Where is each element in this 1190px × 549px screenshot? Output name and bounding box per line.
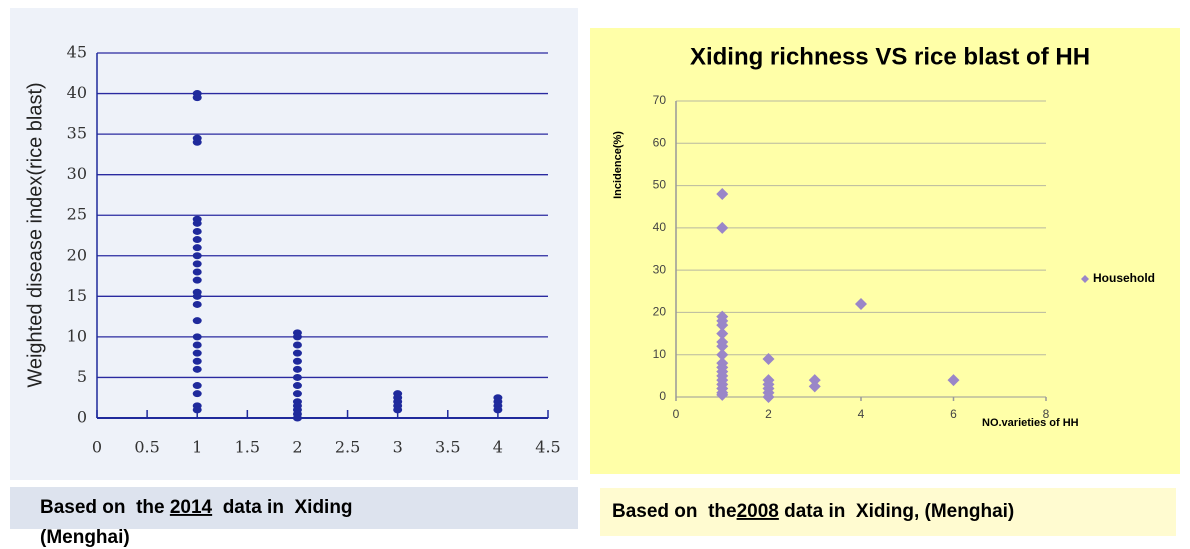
- x-axis-label: NO.varieties of HH: [982, 417, 1079, 429]
- y-tick-label: 60: [653, 135, 667, 149]
- point: [192, 268, 202, 276]
- y-tick-label: 45: [67, 43, 87, 62]
- x-tick-label: 1: [192, 438, 202, 457]
- point: [192, 349, 202, 357]
- y-tick-label: 35: [67, 124, 87, 143]
- x-tick-label: 0: [92, 438, 102, 457]
- x-tick-label: 4: [858, 407, 865, 421]
- point: [393, 406, 403, 414]
- point: [493, 406, 503, 414]
- x-tick-label: 8: [1043, 407, 1050, 421]
- x-tick-label: 2: [292, 438, 302, 457]
- y-tick-label: 70: [653, 93, 667, 107]
- y-tick-label: 10: [653, 347, 667, 361]
- x-tick-label: 0: [673, 407, 680, 421]
- point: [192, 365, 202, 373]
- point: [855, 297, 867, 310]
- point: [762, 352, 775, 365]
- point: [762, 391, 775, 403]
- y-tick-label: 0: [659, 389, 666, 403]
- point: [716, 388, 729, 401]
- y-tick-label: 15: [67, 286, 87, 305]
- y-axis-label: Incidence(%): [612, 131, 624, 199]
- point: [947, 374, 960, 387]
- y-tick-label: 30: [653, 262, 667, 276]
- point: [192, 244, 202, 252]
- point: [192, 138, 202, 146]
- y-tick-label: 25: [67, 205, 87, 224]
- x-tick-label: 3.5: [435, 438, 460, 457]
- point: [292, 365, 302, 373]
- point: [192, 390, 202, 398]
- point: [192, 357, 202, 365]
- caption: Based on the2008 data in Xiding, (Mengha…: [612, 501, 1014, 522]
- y-tick-label: 0: [77, 408, 87, 427]
- point: [716, 319, 729, 332]
- point: [192, 227, 202, 235]
- point: [292, 414, 302, 422]
- caption-box-left: [10, 487, 578, 529]
- x-tick-label: 2.5: [335, 438, 360, 457]
- point: [192, 252, 202, 260]
- y-tick-label: 50: [653, 178, 667, 192]
- x-tick-label: 0.5: [134, 438, 159, 457]
- point: [192, 219, 202, 227]
- y-tick-label: 10: [67, 326, 87, 345]
- x-tick-label: 1.5: [235, 438, 260, 457]
- caption: Based on the 2014 data in Xiding: [40, 497, 353, 518]
- point: [292, 357, 302, 365]
- panel-right: [590, 28, 1180, 474]
- point: [716, 221, 729, 234]
- point: [192, 260, 202, 268]
- y-tick-label: 40: [67, 83, 87, 102]
- x-tick-label: 6: [950, 407, 957, 421]
- x-tick-label: 2: [765, 407, 772, 421]
- point: [292, 390, 302, 398]
- point: [192, 317, 202, 325]
- point: [192, 382, 202, 390]
- point: [716, 340, 729, 353]
- y-tick-label: 40: [653, 220, 667, 234]
- point: [192, 406, 202, 414]
- chart-title: Xiding richness VS rice blast of HH: [690, 43, 1090, 70]
- point: [192, 292, 202, 300]
- point: [192, 300, 202, 308]
- point: [292, 341, 302, 349]
- point: [292, 349, 302, 357]
- y-tick-label: 30: [67, 164, 87, 183]
- x-tick-label: 4.5: [535, 438, 560, 457]
- point: [292, 373, 302, 381]
- point: [192, 94, 202, 102]
- y-tick-label: 20: [67, 245, 87, 264]
- point: [192, 341, 202, 349]
- point: [808, 374, 821, 387]
- point: [716, 188, 729, 201]
- point: [808, 380, 821, 393]
- point: [716, 327, 729, 340]
- point: [192, 236, 202, 244]
- point: [192, 276, 202, 284]
- caption-line2: (Menghai): [40, 527, 130, 548]
- point: [292, 382, 302, 390]
- point: [716, 348, 729, 361]
- x-tick-label: 4: [493, 438, 503, 457]
- y-axis-label: Weighted disease index(rice blast): [24, 82, 46, 387]
- y-tick-label: 20: [653, 305, 667, 319]
- point: [292, 333, 302, 341]
- x-tick-label: 3: [393, 438, 403, 457]
- y-tick-label: 5: [77, 367, 87, 386]
- point: [192, 333, 202, 341]
- caption-box-right: [600, 488, 1176, 536]
- legend-marker: [1081, 275, 1089, 283]
- legend-label: Household: [1093, 271, 1155, 285]
